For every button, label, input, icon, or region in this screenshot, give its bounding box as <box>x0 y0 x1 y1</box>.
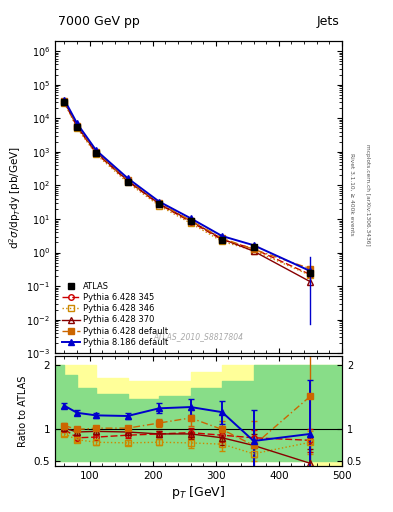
ATLAS <box>94 150 98 156</box>
Text: Rivet 3.1.10, ≥ 400k events: Rivet 3.1.10, ≥ 400k events <box>349 153 354 236</box>
ATLAS <box>220 237 224 243</box>
X-axis label: p$_T$ [GeV]: p$_T$ [GeV] <box>171 483 226 501</box>
ATLAS <box>62 99 67 105</box>
Text: 7000 GeV pp: 7000 GeV pp <box>58 15 140 29</box>
ATLAS <box>188 218 193 224</box>
Line: ATLAS: ATLAS <box>61 99 314 276</box>
Text: ATLAS_2010_S8817804: ATLAS_2010_S8817804 <box>153 332 244 341</box>
ATLAS <box>308 270 313 276</box>
Y-axis label: Ratio to ATLAS: Ratio to ATLAS <box>18 375 28 446</box>
ATLAS <box>251 244 256 250</box>
Legend: ATLAS, Pythia 6.428 345, Pythia 6.428 346, Pythia 6.428 370, Pythia 6.428 defaul: ATLAS, Pythia 6.428 345, Pythia 6.428 34… <box>59 280 171 349</box>
Y-axis label: d$^2$$\sigma$/dp$_T$dy [pb/GeV]: d$^2$$\sigma$/dp$_T$dy [pb/GeV] <box>7 145 24 249</box>
ATLAS <box>125 179 130 185</box>
ATLAS <box>75 124 79 130</box>
Text: Jets: Jets <box>316 15 339 29</box>
ATLAS <box>157 201 162 207</box>
Text: mcplots.cern.ch [arXiv:1306.3436]: mcplots.cern.ch [arXiv:1306.3436] <box>365 144 370 245</box>
